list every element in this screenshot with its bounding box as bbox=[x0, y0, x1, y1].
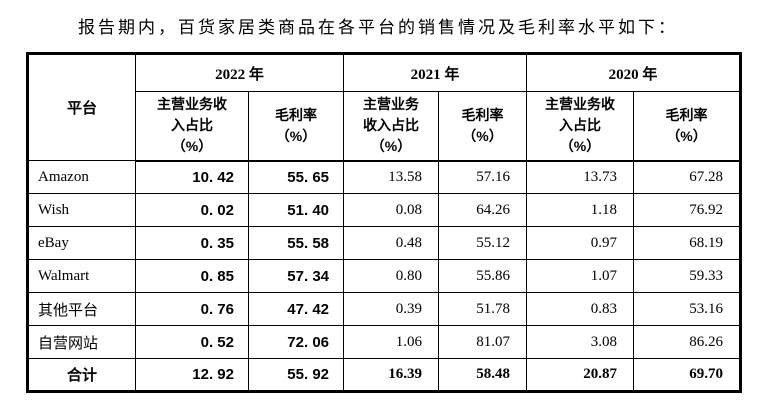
value-cell: 0.97 bbox=[526, 226, 635, 260]
income-share-header-2020: 主营业务收 入占比 （%） bbox=[526, 91, 635, 162]
platform-cell: Wish bbox=[27, 193, 136, 227]
value-cell: 64.26 bbox=[438, 193, 528, 227]
value-cell: 55. 58 bbox=[247, 226, 345, 260]
table-row-total: 合计 12. 92 55. 92 16.39 58.48 20.87 69.70 bbox=[27, 358, 742, 392]
value-cell: 0. 85 bbox=[135, 259, 249, 293]
value-cell: 0. 02 bbox=[135, 193, 249, 227]
income-share-header-2022: 主营业务收 入占比 （%） bbox=[135, 91, 249, 162]
value-cell: 57. 34 bbox=[247, 259, 345, 293]
value-cell: 81.07 bbox=[438, 325, 528, 359]
subheader-row: 主营业务收 入占比 （%） 毛利率 （%） 主营业务 收入占比 （%） 毛利率 … bbox=[28, 91, 742, 162]
value-cell: 0.08 bbox=[343, 193, 440, 227]
table-row-other-platforms: 其他平台 0. 76 47. 42 0.39 51.78 0.83 53.16 bbox=[27, 292, 742, 326]
table-row-walmart: Walmart 0. 85 57. 34 0.80 55.86 1.07 59.… bbox=[27, 259, 742, 293]
value-cell: 55.12 bbox=[438, 226, 528, 260]
value-cell: 3.08 bbox=[526, 325, 635, 359]
platform-column-header: 平台 bbox=[27, 53, 136, 161]
value-cell: 1.06 bbox=[343, 325, 440, 359]
value-cell: 53.16 bbox=[633, 292, 742, 326]
platform-sales-table: 平台 2022 年 2021 年 2020 年 主营业务收 入占比 （%） 毛利… bbox=[26, 52, 743, 393]
value-cell: 0.83 bbox=[526, 292, 635, 326]
value-cell: 58.48 bbox=[438, 358, 528, 392]
platform-cell: Walmart bbox=[27, 259, 136, 293]
value-cell: 76.92 bbox=[633, 193, 742, 227]
value-cell: 57.16 bbox=[438, 160, 528, 194]
value-cell: 51. 40 bbox=[247, 193, 345, 227]
year-header-row: 平台 2022 年 2021 年 2020 年 bbox=[27, 53, 742, 161]
value-cell: 67.28 bbox=[633, 160, 742, 194]
value-cell: 55. 65 bbox=[247, 160, 345, 194]
total-label-cell: 合计 bbox=[27, 358, 136, 392]
year-header-2020: 2020 年 bbox=[526, 53, 742, 92]
table-row-wish: Wish 0. 02 51. 40 0.08 64.26 1.18 76.92 bbox=[27, 193, 742, 227]
value-cell: 0.39 bbox=[343, 292, 440, 326]
platform-cell: Amazon bbox=[27, 160, 136, 194]
value-cell: 86.26 bbox=[633, 325, 742, 359]
value-cell: 69.70 bbox=[633, 358, 742, 392]
table-row-own-website: 自营网站 0. 52 72. 06 1.06 81.07 3.08 86.26 bbox=[27, 325, 742, 359]
value-cell: 0.80 bbox=[343, 259, 440, 293]
value-cell: 72. 06 bbox=[247, 325, 345, 359]
value-cell: 0. 52 bbox=[135, 325, 249, 359]
value-cell: 51.78 bbox=[438, 292, 528, 326]
value-cell: 12. 92 bbox=[135, 358, 249, 392]
page-title: 报告期内，百货家居类商品在各平台的销售情况及毛利率水平如下： bbox=[78, 18, 678, 37]
table-row-ebay: eBay 0. 35 55. 58 0.48 55.12 0.97 68.19 bbox=[27, 226, 742, 260]
platform-cell: eBay bbox=[27, 226, 136, 260]
platform-cell: 其他平台 bbox=[27, 292, 136, 326]
platform-cell: 自营网站 bbox=[27, 325, 136, 359]
gross-margin-header-2021: 毛利率 （%） bbox=[438, 91, 528, 162]
value-cell: 47. 42 bbox=[247, 292, 345, 326]
income-share-header-2021: 主营业务 收入占比 （%） bbox=[343, 91, 440, 162]
value-cell: 10. 42 bbox=[135, 160, 249, 194]
gross-margin-header-2020: 毛利率 （%） bbox=[633, 91, 742, 162]
value-cell: 55. 92 bbox=[247, 358, 345, 392]
value-cell: 1.18 bbox=[526, 193, 635, 227]
value-cell: 0.48 bbox=[343, 226, 440, 260]
value-cell: 20.87 bbox=[526, 358, 635, 392]
gross-margin-header-2022: 毛利率 （%） bbox=[247, 91, 345, 162]
value-cell: 13.73 bbox=[526, 160, 635, 194]
year-header-2021: 2021 年 bbox=[343, 53, 528, 92]
value-cell: 0. 35 bbox=[135, 226, 249, 260]
value-cell: 13.58 bbox=[343, 160, 440, 194]
value-cell: 55.86 bbox=[438, 259, 528, 293]
value-cell: 68.19 bbox=[633, 226, 742, 260]
value-cell: 1.07 bbox=[526, 259, 635, 293]
value-cell: 0. 76 bbox=[135, 292, 249, 326]
value-cell: 59.33 bbox=[633, 259, 742, 293]
value-cell: 16.39 bbox=[343, 358, 440, 392]
year-header-2022: 2022 年 bbox=[134, 53, 345, 92]
table-row-amazon: Amazon 10. 42 55. 65 13.58 57.16 13.73 6… bbox=[27, 160, 742, 194]
